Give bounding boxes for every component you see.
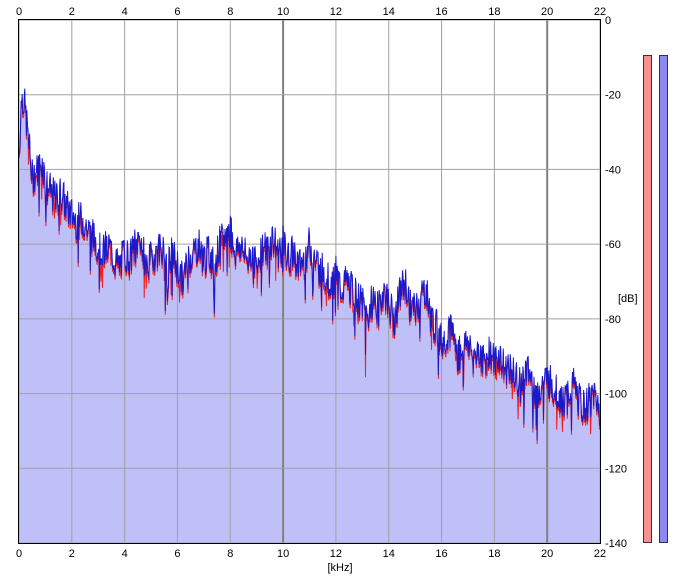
axis-tick-labels: 002244668810101212141416161818202022220-… [16, 6, 627, 560]
x-tick-label-bottom: 4 [122, 548, 128, 560]
plot-frame [18, 19, 601, 544]
x-tick-label-bottom: 2 [69, 548, 75, 560]
y-tick-label: 0 [605, 15, 611, 27]
x-tick-label-top: 6 [174, 6, 180, 18]
y-tick-label: -20 [605, 90, 621, 102]
x-tick-label-top: 12 [330, 6, 342, 18]
x-tick-label-bottom: 10 [277, 548, 289, 560]
x-tick-label-top: 22 [594, 6, 606, 18]
y-tick-label: -120 [605, 463, 627, 475]
spectrum-area-fill [19, 88, 600, 543]
x-tick-label-top: 18 [488, 6, 500, 18]
spectrum-fill-area [19, 88, 600, 543]
y-tick-label: -60 [605, 239, 621, 251]
right-channel-line [18, 88, 601, 441]
x-tick-label-bottom: 16 [435, 548, 447, 560]
spectrum-lines [18, 88, 601, 445]
x-tick-label-bottom: 20 [541, 548, 553, 560]
x-tick-label-bottom: 22 [594, 548, 606, 560]
y-tick-label: -100 [605, 389, 627, 401]
x-tick-label-bottom: 0 [16, 548, 22, 560]
y-tick-label: -40 [605, 164, 621, 176]
x-tick-label-top: 2 [69, 6, 75, 18]
x-tick-label-top: 20 [541, 6, 553, 18]
right-channel-level-meter [659, 55, 668, 543]
x-tick-label-bottom: 8 [227, 548, 233, 560]
x-tick-label-bottom: 18 [488, 548, 500, 560]
x-tick-label-top: 14 [383, 6, 395, 18]
y-tick-label: -80 [605, 314, 621, 326]
x-tick-label-top: 0 [16, 6, 22, 18]
x-tick-label-top: 16 [435, 6, 447, 18]
x-tick-label-top: 8 [227, 6, 233, 18]
x-tick-label-top: 4 [122, 6, 128, 18]
x-tick-label-bottom: 12 [330, 548, 342, 560]
x-axis-unit-label: [kHz] [327, 562, 352, 574]
x-tick-label-top: 10 [277, 6, 289, 18]
left-channel-level-meter [643, 55, 652, 543]
x-tick-label-bottom: 6 [174, 548, 180, 560]
x-tick-label-bottom: 14 [383, 548, 395, 560]
y-tick-label: -140 [605, 538, 627, 550]
y-axis-unit-label: [dB] [618, 293, 638, 305]
